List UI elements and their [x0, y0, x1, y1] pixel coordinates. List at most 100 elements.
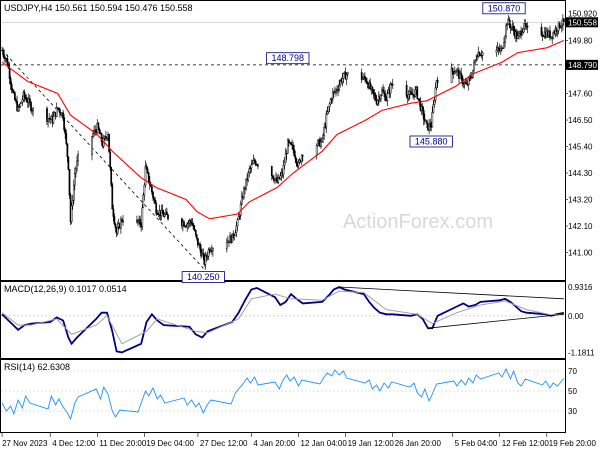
candle-body — [274, 178, 276, 181]
current-price-label: 150.558 — [568, 18, 597, 27]
candle-body — [453, 71, 456, 75]
candle-body — [510, 26, 513, 29]
candle-body — [72, 184, 75, 201]
candle-body — [71, 200, 74, 206]
candle-body — [555, 28, 558, 33]
candle-body — [183, 221, 185, 227]
candle-body — [144, 165, 147, 186]
candle-body — [288, 139, 290, 143]
candle-body — [503, 42, 505, 49]
candle-body — [436, 79, 439, 83]
candle-body — [300, 155, 303, 162]
candle-body — [47, 118, 49, 122]
candle-body — [63, 118, 65, 130]
candle-body — [206, 255, 209, 258]
candle-body — [342, 73, 345, 79]
price-tick-label: 146.50 — [568, 116, 593, 125]
annotation-label: 145.880 — [415, 137, 448, 147]
candle-body — [32, 108, 34, 112]
candle-body — [152, 191, 154, 198]
candle-body — [77, 154, 79, 162]
candle-body — [8, 67, 11, 79]
price-plot: 150.870 148.798 145.880 140.250 — [1, 2, 565, 284]
candle-body — [6, 58, 9, 65]
candle-body — [474, 60, 476, 64]
candle-body — [325, 113, 328, 128]
candle-body — [460, 72, 463, 77]
candle-body — [111, 184, 114, 210]
candle-body — [234, 232, 237, 236]
candle-body — [339, 80, 342, 86]
candle-body — [286, 139, 289, 154]
price-trendline — [1, 49, 205, 270]
candle-body — [382, 89, 384, 92]
price-tick-label: 144.30 — [568, 169, 593, 178]
time-tick-label: 5 Feb 04:00 — [455, 439, 498, 448]
candle-body — [560, 24, 563, 27]
candle-body — [361, 78, 364, 81]
time-tick-label: 19 Dec 04:00 — [146, 439, 194, 448]
candle-body — [65, 133, 68, 144]
candle-body — [2, 50, 4, 56]
price-pane-frame — [0, 0, 566, 281]
candle-body — [91, 136, 93, 155]
candle-body — [431, 111, 434, 128]
candle-body — [189, 220, 192, 223]
candle-body — [301, 155, 304, 157]
candle-body — [200, 248, 202, 257]
candle-body — [381, 89, 383, 96]
candle-body — [324, 126, 327, 128]
candle-body — [321, 137, 323, 142]
annotation-label: 150.870 — [488, 3, 521, 13]
rsi-line — [1, 367, 565, 421]
candle-body — [113, 216, 116, 225]
candle-body — [505, 25, 507, 37]
candle-body — [526, 25, 529, 28]
annotation-label: 140.250 — [187, 272, 220, 282]
candle-body — [248, 168, 251, 173]
candle-body — [497, 47, 500, 50]
candle-body — [434, 87, 437, 101]
macd-tick-label: -1.1811 — [568, 348, 595, 357]
candle-body — [187, 222, 190, 225]
candle-body — [517, 35, 519, 39]
time-tick-label: 4 Jan 20:00 — [253, 439, 295, 448]
candle-body — [320, 141, 322, 147]
candle-body — [18, 106, 21, 108]
candle-body — [384, 93, 387, 101]
candle-body — [16, 101, 18, 111]
candle-body — [105, 136, 107, 138]
time-tick-label: 27 Nov 2023 — [2, 439, 48, 448]
candle-body — [155, 203, 158, 214]
candle-body — [478, 52, 481, 57]
candle-body — [25, 98, 28, 103]
candle-body — [249, 167, 252, 170]
candle-body — [195, 234, 198, 239]
candle-body — [208, 249, 211, 252]
candle-body — [14, 92, 16, 101]
candle-body — [292, 144, 295, 150]
rsi-tick-label: 70 — [568, 367, 577, 376]
candle-body — [235, 225, 238, 234]
candle-body — [252, 160, 255, 164]
price-axis: 141.00 142.10 143.20 144.30 145.40 146.50 147.… — [1, 10, 598, 258]
candle-body — [109, 151, 112, 168]
time-tick-label: 19 Feb 20:00 — [549, 439, 597, 448]
candle-body — [192, 225, 195, 230]
candle-body — [295, 158, 298, 164]
candle-body — [330, 98, 333, 100]
candle-body — [373, 93, 376, 96]
candle-body — [15, 99, 17, 102]
candle-body — [422, 110, 425, 120]
candle-body — [199, 244, 201, 250]
candle-body — [237, 216, 240, 221]
candle-body — [366, 81, 368, 84]
candle-body — [52, 116, 55, 124]
candle-body — [233, 235, 236, 238]
candle-body — [153, 197, 155, 201]
candle-body — [116, 226, 119, 234]
candle-body — [166, 211, 168, 216]
candle-body — [163, 214, 166, 217]
candle-body — [202, 252, 205, 255]
time-tick-label: 11 Dec 20:00 — [99, 439, 147, 448]
